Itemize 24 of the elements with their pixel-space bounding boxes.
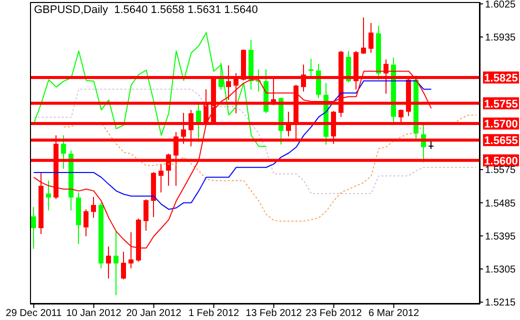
ref-line-label: 1.5700 bbox=[484, 118, 518, 131]
y-tick-label: 1.6025 bbox=[485, 0, 516, 10]
ref-line-label: 1.5825 bbox=[484, 72, 518, 84]
line-series bbox=[33, 88, 477, 194]
x-tick-label: 13 Feb 2012 bbox=[246, 308, 302, 319]
x-tick-label: 20 Jan 2012 bbox=[126, 308, 182, 319]
x-tick-label: 10 Jan 2012 bbox=[66, 308, 122, 319]
x-tick-label: 6 Mar 2012 bbox=[368, 308, 420, 319]
x-tick-label: 23 Feb 2012 bbox=[306, 308, 362, 319]
y-tick-label: 1.5305 bbox=[485, 264, 516, 276]
y-tick-label: 1.5935 bbox=[485, 32, 516, 44]
ref-line-label: 1.5655 bbox=[484, 135, 518, 148]
chart-title: GBPUSD,Daily 1.5640 1.5658 1.5631 1.5640 bbox=[34, 4, 258, 16]
line-series bbox=[33, 32, 267, 147]
ref-line-label: 1.5600 bbox=[484, 155, 518, 168]
y-tick-label: 1.5395 bbox=[485, 231, 516, 242]
y-tick-label: 1.5215 bbox=[485, 298, 516, 309]
ref-line-label: 1.5755 bbox=[484, 98, 518, 110]
line-series bbox=[63, 114, 477, 222]
x-tick-label: 29 Dec 2011 bbox=[6, 308, 62, 319]
line-series bbox=[33, 80, 432, 210]
x-tick-label: 1 Feb 2012 bbox=[188, 308, 240, 319]
y-tick-label: 1.5575 bbox=[485, 165, 516, 176]
y-tick-label: 1.5485 bbox=[485, 198, 516, 210]
